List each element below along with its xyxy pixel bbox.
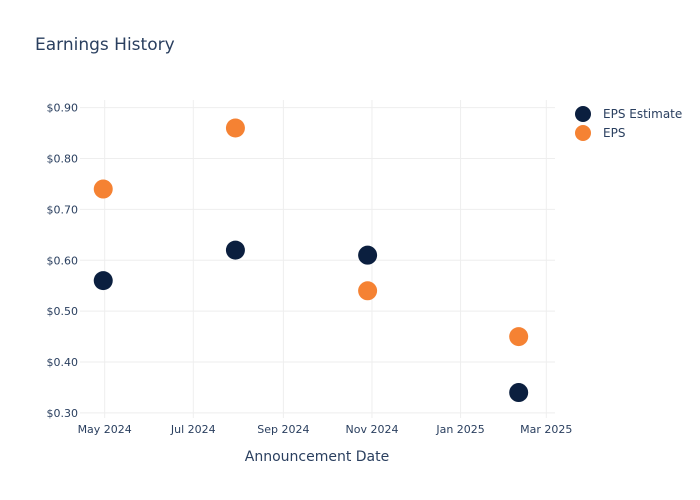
chart-title: Earnings History [35,35,175,55]
eps-point [358,281,378,301]
legend-marker [575,106,591,122]
y-tick-label: $0.60 [47,254,79,267]
legend-marker [575,125,591,141]
x-tick-label: May 2024 [78,423,132,436]
eps-estimate-point [358,245,378,265]
x-tick-label: Sep 2024 [257,423,309,436]
x-tick-label: Mar 2025 [520,423,572,436]
x-tick-label: Jul 2024 [170,423,216,436]
eps-estimate-point [93,271,113,291]
y-tick-label: $0.40 [47,356,79,369]
grid-lines [80,100,555,418]
eps-point [509,327,529,347]
eps-estimate-point [509,383,529,403]
x-tick-label: Jan 2025 [435,423,484,436]
data-points [93,118,529,403]
x-axis: May 2024 Jul 2024 Sep 2024 Nov 2024 Jan 2025… [78,423,573,436]
y-tick-label: $0.70 [47,203,79,216]
eps-point [225,118,245,138]
y-axis: $0.30 $0.40 $0.50 $0.60 $0.70 $0.80 $0.90 [47,102,79,420]
legend: EPS Estimate EPS [575,106,682,141]
eps-estimate-point [225,240,245,260]
eps-point [93,179,113,199]
x-axis-title: Announcement Date [245,449,389,465]
legend-label: EPS Estimate [603,107,682,121]
y-tick-label: $0.90 [47,102,79,115]
y-tick-label: $0.30 [47,407,79,420]
y-tick-label: $0.50 [47,305,79,318]
x-tick-label: Nov 2024 [345,423,398,436]
legend-label: EPS [603,126,625,140]
y-tick-label: $0.80 [47,153,79,166]
